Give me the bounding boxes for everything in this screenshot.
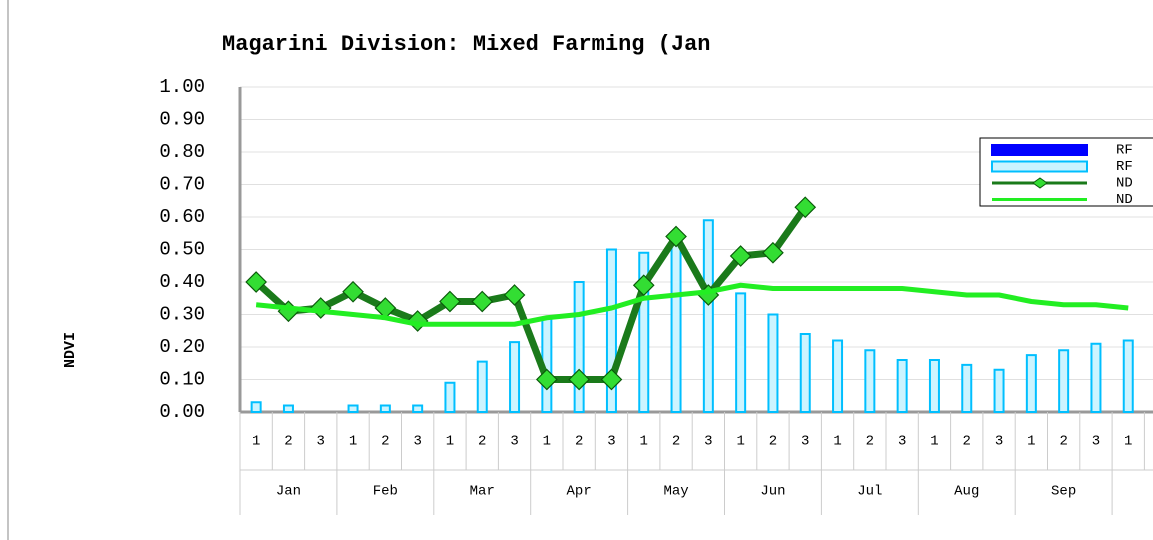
bar [605,248,617,413]
marker [568,368,590,391]
bar [1058,349,1070,413]
legend-label: RF [1116,159,1133,175]
bar [282,404,294,413]
x-tick-label: 3 [1092,434,1100,450]
marker [600,368,623,391]
marker [471,290,494,313]
x-tick-label: 1 [1124,434,1132,450]
x-tick-label: 2 [866,434,874,450]
y-tick-label: 0.40 [159,271,205,293]
x-tick-label: 3 [317,434,325,450]
bar [444,381,456,413]
x-tick-label: 3 [510,434,518,450]
marker [536,368,558,391]
x-tick-label: 1 [349,434,357,450]
x-tick-label: 1 [543,434,551,450]
x-tick-label: 3 [704,434,712,450]
marker [503,284,526,306]
marker [439,290,461,313]
x-tick-label: 1 [252,434,260,450]
legend-swatch [991,160,1088,173]
x-tick-label: 3 [995,434,1003,450]
x-tick-label: 1 [640,434,648,450]
x-tick-label: 2 [381,434,389,450]
bar [1025,354,1037,413]
bar [509,341,521,413]
bar [896,359,908,413]
x-tick-label: 2 [672,434,680,450]
bar [832,339,844,413]
bar [250,401,262,413]
x-tick-label: 1 [736,434,744,450]
y-tick-label: 0.20 [159,336,205,358]
x-tick-label: 2 [1059,434,1067,450]
month-label: Mar [470,484,495,500]
marker [762,241,784,264]
x-tick-label: 3 [898,434,906,450]
month-label: Jan [276,484,301,500]
bar [799,333,811,413]
x-tick-label: 1 [930,434,938,450]
month-label: Apr [567,484,592,500]
y-tick-label: 0.10 [159,369,205,391]
y-tick-label: 1.00 [159,76,205,98]
legend-marker [1032,177,1048,189]
bar [864,349,876,413]
legend-label: ND [1116,176,1133,192]
bar [928,359,940,413]
bar [347,404,359,413]
marker [794,196,817,219]
month-label: Jun [760,484,785,500]
bar [573,281,585,413]
month-label: Sep [1051,484,1076,500]
y-tick-label: 0.90 [159,109,205,131]
x-tick-label: 1 [1027,434,1035,450]
legend-label: RF [1116,143,1133,159]
marker [632,274,655,297]
y-tick-label: 0.80 [159,141,205,163]
bar [961,363,973,413]
bar [476,360,488,413]
x-tick-label: 3 [413,434,421,450]
bar [670,242,682,413]
marker [342,280,364,303]
x-tick-label: 2 [284,434,292,450]
legend-swatch [991,144,1088,156]
month-label: Jul [857,484,882,500]
bar [735,292,747,413]
x-tick-label: 2 [478,434,486,450]
y-tick-label: 0.50 [159,239,205,261]
x-tick-label: 2 [575,434,583,450]
month-label: Feb [373,484,398,500]
y-axis-label: NDVI [62,332,79,368]
bar [379,404,391,413]
chart-title: Magarini Division: Mixed Farming (Jan [222,32,710,57]
x-tick-label: 2 [769,434,777,450]
bar [767,313,779,413]
bar [638,251,650,413]
bar [1090,342,1102,413]
x-tick-label: 3 [801,434,809,450]
x-tick-label: 1 [833,434,841,450]
bar [412,404,424,413]
month-label: Aug [954,484,979,500]
month-label: May [663,484,688,500]
y-tick-label: 0.60 [159,206,205,228]
bar [993,368,1005,413]
x-tick-label: 3 [607,434,615,450]
marker [665,225,687,248]
legend-label: ND [1116,192,1133,208]
x-tick-label: 2 [963,434,971,450]
bar [1122,339,1134,413]
marker [245,271,267,293]
line [253,205,809,383]
bar [702,219,714,413]
y-tick-label: 0.30 [159,304,205,326]
y-tick-label: 0.70 [159,174,205,196]
line [255,282,1129,327]
y-tick-label: 0.00 [159,401,205,423]
x-tick-label: 1 [446,434,454,450]
marker [729,245,752,267]
